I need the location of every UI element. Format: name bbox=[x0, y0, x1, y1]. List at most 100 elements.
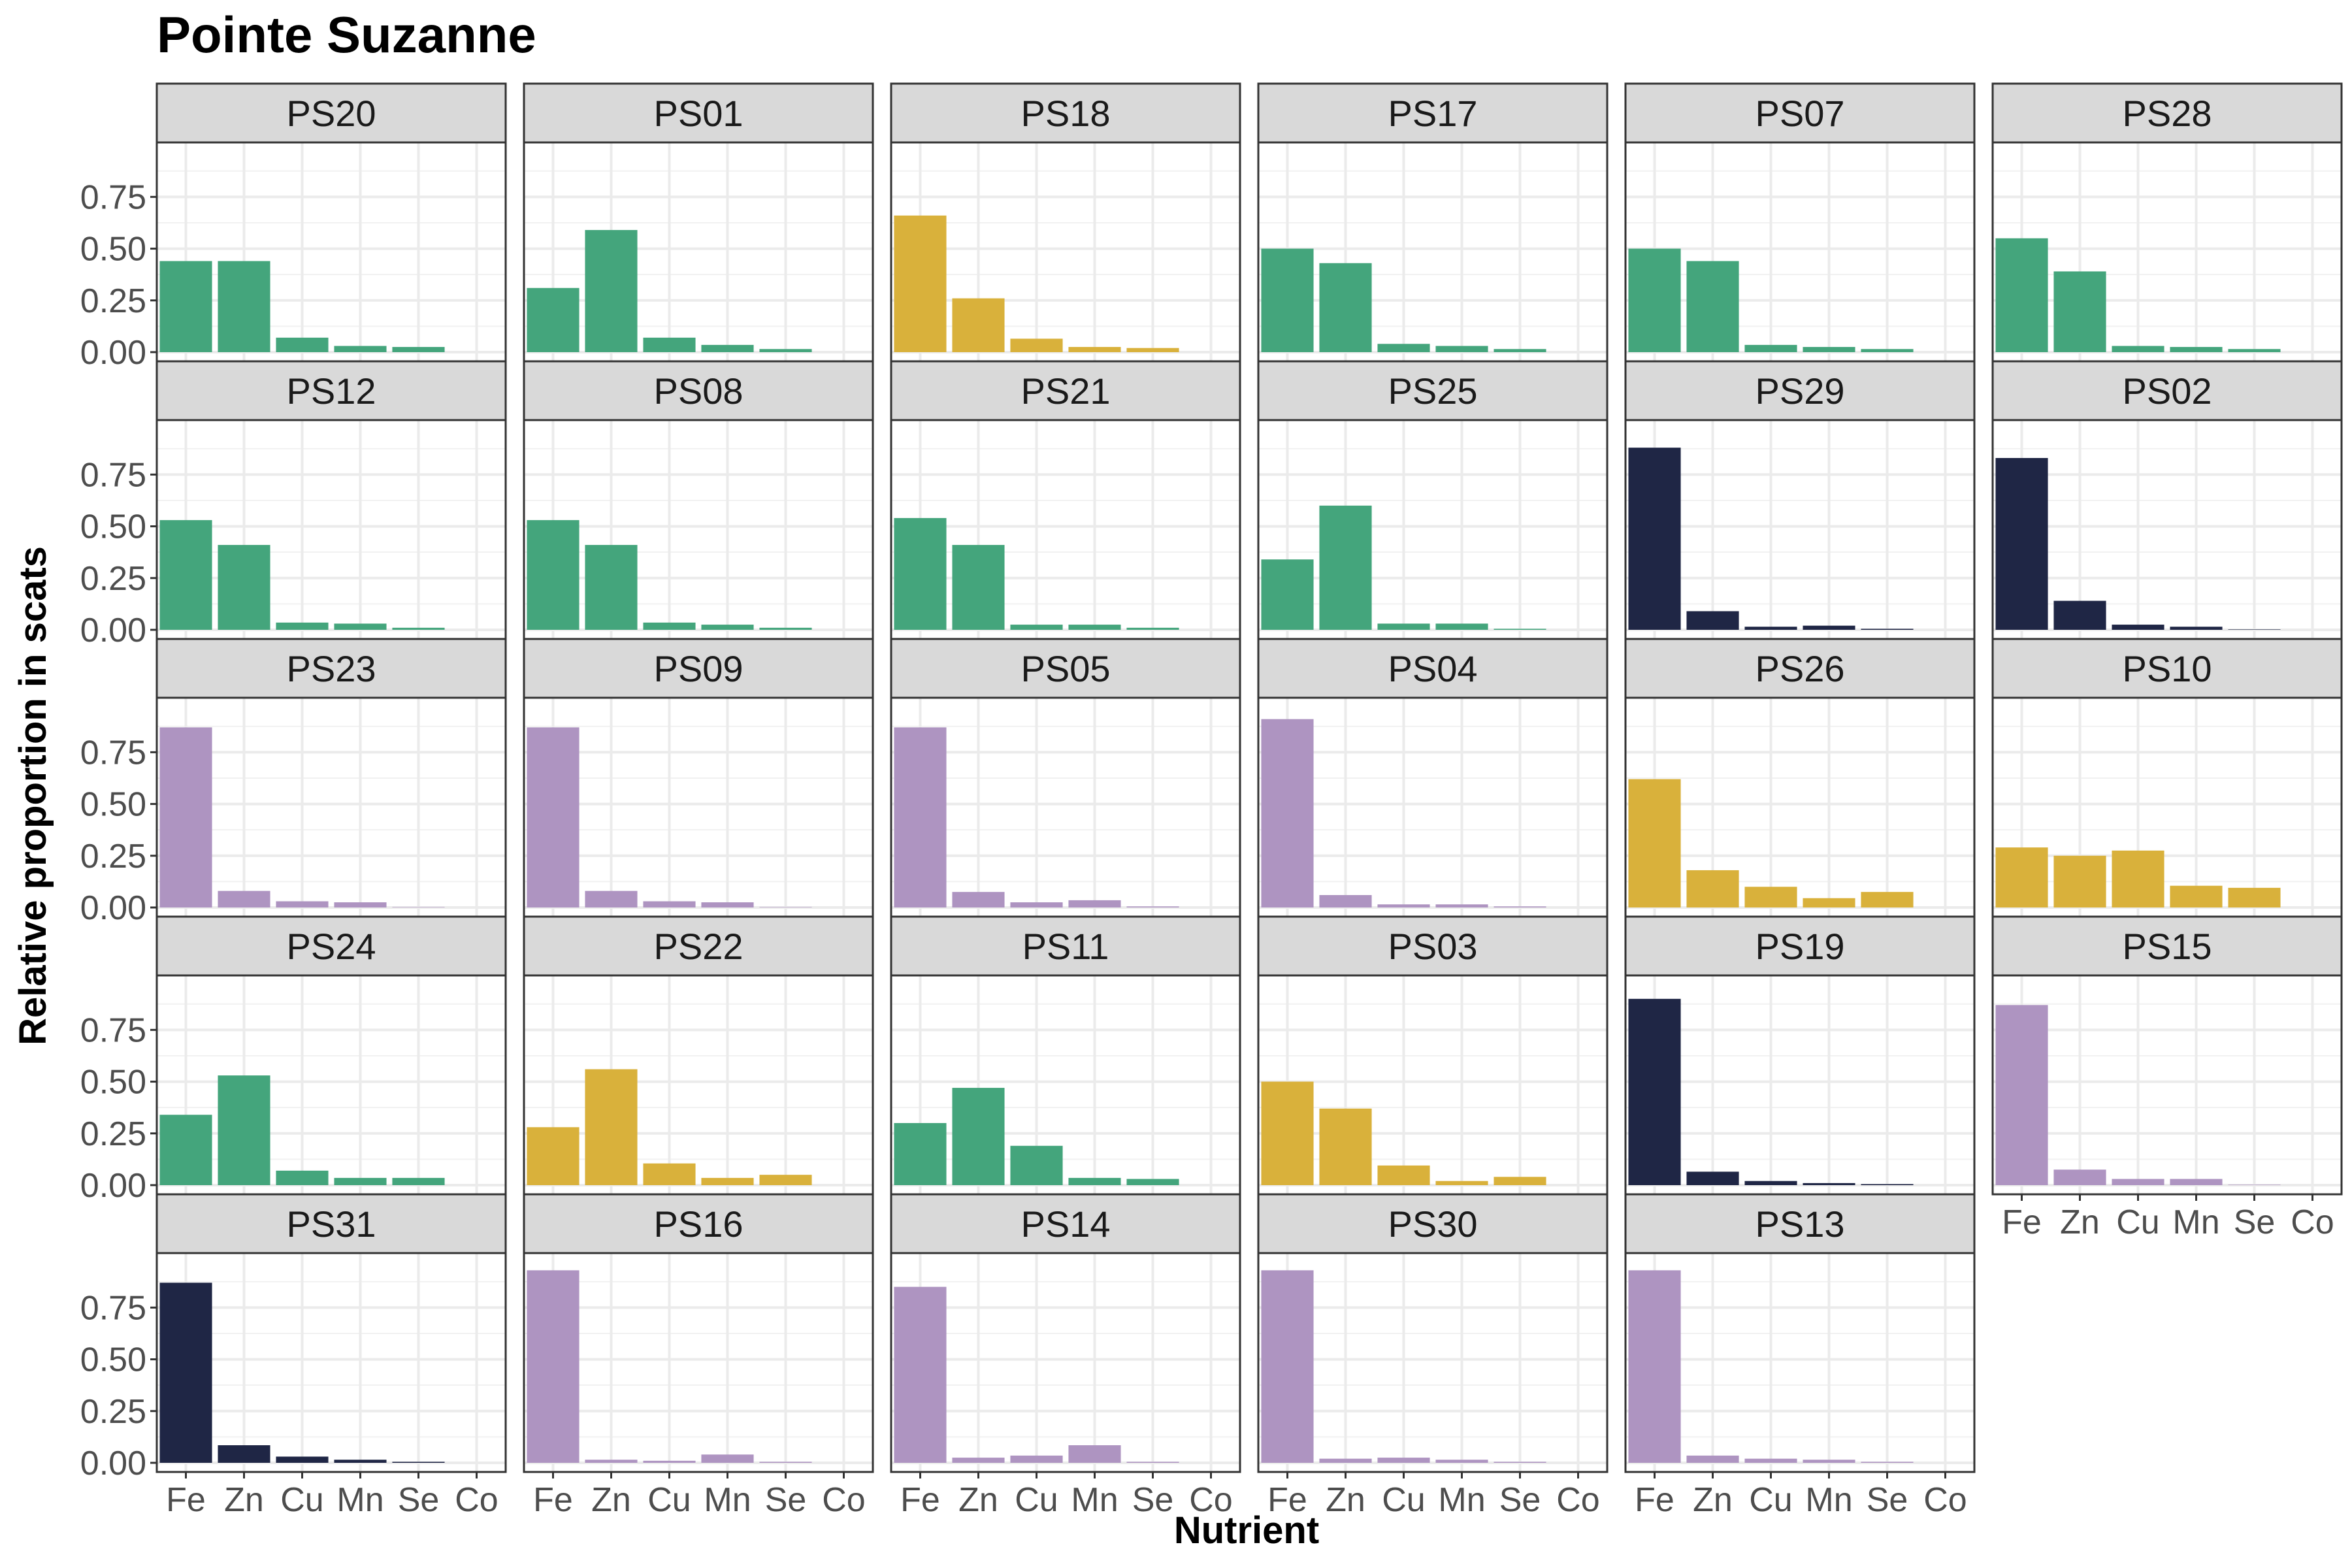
panel-ps22: PS22 bbox=[523, 915, 874, 1196]
bar-mn bbox=[1435, 1460, 1488, 1463]
facet-label: PS29 bbox=[1756, 370, 1845, 412]
plot-background bbox=[524, 420, 873, 639]
y-tick-label: 0.50 bbox=[80, 1064, 146, 1102]
bar-mn bbox=[1435, 623, 1488, 630]
bar-se bbox=[1126, 627, 1179, 630]
bar-mn bbox=[1803, 1183, 1855, 1185]
plot-background bbox=[1258, 420, 1607, 639]
facet-label: PS04 bbox=[1388, 648, 1478, 689]
bar-cu bbox=[643, 337, 696, 352]
bar-zn bbox=[585, 1069, 638, 1185]
bar-mn bbox=[2170, 1179, 2223, 1185]
y-tick-label: 0.00 bbox=[80, 889, 146, 927]
bar-mn bbox=[2170, 347, 2223, 352]
facet-label: PS11 bbox=[1022, 926, 1109, 967]
facet-label: PS10 bbox=[2123, 648, 2212, 689]
bar-mn bbox=[334, 1460, 387, 1463]
bar-fe bbox=[527, 287, 580, 352]
bar-zn bbox=[1686, 870, 1739, 907]
bar-zn bbox=[1686, 1171, 1739, 1185]
plot-background bbox=[157, 975, 506, 1194]
facet-strip bbox=[523, 915, 874, 977]
y-tick-label: 0.00 bbox=[80, 334, 146, 372]
panel-ps09: PS09 bbox=[523, 638, 874, 918]
bar-mn bbox=[1068, 900, 1121, 907]
bar-se bbox=[759, 1175, 812, 1185]
facet-label: PS22 bbox=[654, 926, 743, 967]
facet-strip bbox=[523, 82, 874, 144]
bar-cu bbox=[643, 1460, 696, 1463]
bar-mn bbox=[334, 623, 387, 630]
facet-strip bbox=[1257, 360, 1609, 421]
bar-fe bbox=[159, 520, 212, 630]
bar-fe bbox=[159, 1115, 212, 1185]
x-tick-label: Se bbox=[765, 1481, 807, 1519]
x-tick-label: Zn bbox=[591, 1481, 631, 1519]
bar-cu bbox=[643, 622, 696, 630]
facet-strip bbox=[1624, 1193, 1976, 1254]
panel-ps10: PS10 bbox=[1991, 638, 2343, 918]
y-tick-label: 0.50 bbox=[80, 508, 146, 546]
facet-strip bbox=[523, 638, 874, 699]
bar-mn bbox=[334, 902, 387, 907]
x-tick-label: Co bbox=[455, 1481, 498, 1519]
bar-mn bbox=[701, 902, 754, 907]
facet-label: PS07 bbox=[1756, 93, 1845, 134]
bar-mn bbox=[701, 1454, 754, 1463]
bar-fe bbox=[1628, 779, 1681, 907]
bar-se bbox=[759, 1462, 812, 1463]
bar-mn bbox=[1803, 347, 1855, 352]
facet-strip bbox=[523, 360, 874, 421]
bar-zn bbox=[218, 890, 270, 907]
facet-label: PS14 bbox=[1021, 1203, 1111, 1245]
bar-mn bbox=[1803, 1460, 1855, 1463]
bar-zn bbox=[1319, 505, 1372, 630]
y-tick-label: 0.75 bbox=[80, 1011, 146, 1049]
panel-ps01: PS01 bbox=[523, 82, 874, 363]
y-tick-label: 0.75 bbox=[80, 456, 146, 494]
facet-strip bbox=[890, 1193, 1241, 1254]
facet-label: PS16 bbox=[654, 1203, 743, 1245]
bar-se bbox=[1494, 349, 1546, 352]
bar-zn bbox=[2053, 600, 2106, 630]
x-tick-label: Mn bbox=[2172, 1203, 2219, 1241]
bar-mn bbox=[701, 625, 754, 630]
y-tick-label: 0.25 bbox=[80, 560, 146, 598]
bar-se bbox=[392, 1177, 445, 1185]
panel-ps21: PS21 bbox=[890, 360, 1241, 640]
bar-mn bbox=[1068, 1445, 1121, 1463]
plot-background bbox=[157, 1253, 506, 1472]
plot-background bbox=[524, 698, 873, 917]
bar-fe bbox=[1261, 559, 1314, 630]
bar-cu bbox=[1744, 1458, 1797, 1463]
bar-fe bbox=[1261, 1270, 1314, 1463]
bar-fe bbox=[1628, 248, 1681, 352]
bar-cu bbox=[1010, 1145, 1063, 1185]
bar-cu bbox=[276, 901, 329, 907]
panel-ps12: PS12 0.00 0.25 0.50 0.75 bbox=[80, 360, 507, 649]
bar-mn bbox=[1068, 347, 1121, 352]
facet-label: PS26 bbox=[1756, 648, 1845, 689]
facet-label: PS20 bbox=[287, 93, 376, 134]
panel-ps23: PS23 0.00 0.25 0.50 0.75 bbox=[80, 638, 507, 927]
panel-border bbox=[890, 1252, 1241, 1473]
facet-strip bbox=[1257, 1193, 1609, 1254]
bar-mn bbox=[2170, 627, 2223, 630]
bar-fe bbox=[1995, 1005, 2048, 1185]
bar-fe bbox=[1628, 998, 1681, 1185]
x-tick-label: Cu bbox=[1749, 1481, 1792, 1519]
facet-strip bbox=[1991, 915, 2343, 977]
plot-background bbox=[1258, 975, 1607, 1194]
bar-se bbox=[2228, 887, 2281, 907]
x-tick-label: Se bbox=[1132, 1481, 1174, 1519]
bar-zn bbox=[218, 1445, 270, 1463]
bar-mn bbox=[2170, 885, 2223, 907]
facet-label: PS08 bbox=[654, 370, 743, 412]
plot-background bbox=[524, 1253, 873, 1472]
bar-zn bbox=[2053, 271, 2106, 352]
bar-cu bbox=[1744, 344, 1797, 352]
bar-zn bbox=[585, 890, 638, 907]
panel-ps30: PS30 Fe Zn Cu Mn Se Co bbox=[1257, 1193, 1609, 1519]
panel-ps28: PS28 bbox=[1991, 82, 2343, 363]
bar-mn bbox=[1068, 625, 1121, 630]
